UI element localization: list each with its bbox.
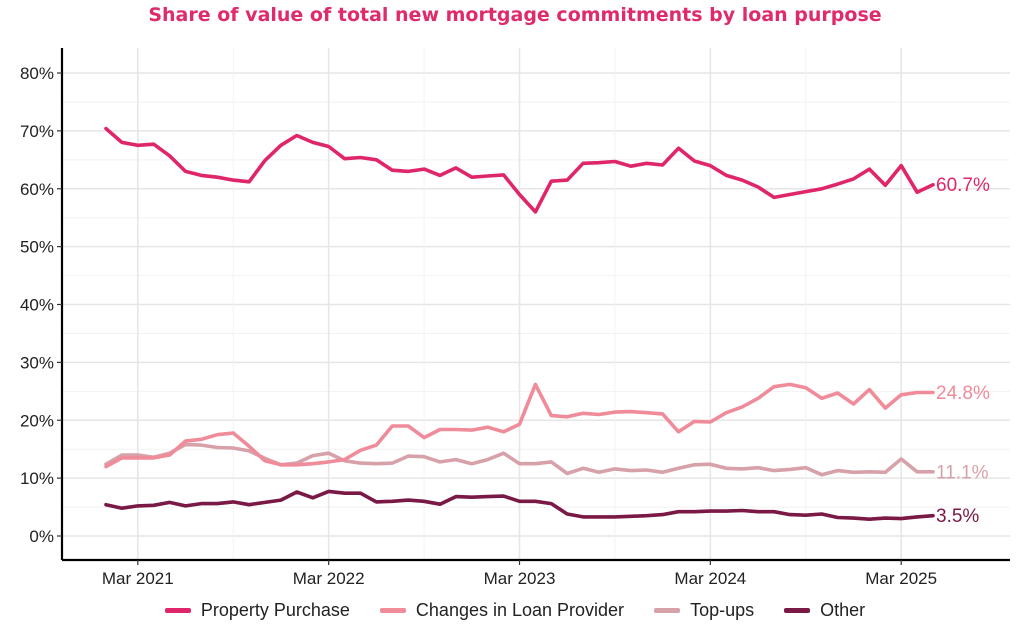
x-tick-label: Mar 2024	[674, 569, 746, 588]
y-tick-label: 0%	[29, 527, 54, 546]
y-tick-label: 10%	[20, 469, 54, 488]
legend-label: Property Purchase	[200, 600, 350, 620]
y-tick-label: 80%	[20, 64, 54, 83]
legend-label: Other	[820, 600, 866, 620]
chart-legend: Property Purchase Changes in Loan Provide…	[0, 600, 1030, 621]
legend-label: Top-ups	[690, 600, 755, 620]
legend-swatch	[784, 608, 811, 613]
end-label-property-purchase: 60.7%	[936, 175, 990, 196]
series-line-other	[104, 489, 935, 522]
end-label-other: 3.5%	[936, 506, 979, 527]
x-tick-label: Mar 2025	[865, 569, 937, 588]
legend-item-other: Other	[784, 600, 865, 621]
x-tick-label: Mar 2021	[102, 569, 174, 588]
chart-title: Share of value of total new mortgage com…	[148, 4, 882, 26]
y-tick-label: 50%	[20, 238, 54, 257]
y-tick-label: 20%	[20, 411, 54, 430]
end-label-changes-in-loan-provider: 24.8%	[936, 383, 990, 404]
legend-item-property-purchase: Property Purchase	[164, 600, 350, 621]
y-tick-label: 60%	[20, 180, 54, 199]
y-tick-label: 30%	[20, 353, 54, 372]
legend-swatch	[379, 608, 406, 613]
grid	[62, 48, 1010, 560]
series-line-top-ups	[104, 442, 935, 477]
legend-swatch	[654, 608, 681, 613]
legend-swatch	[164, 608, 191, 613]
series-line-changes-in-loan-provider	[104, 382, 935, 469]
legend-item-changes-in-loan-provider: Changes in Loan Provider	[379, 600, 625, 621]
y-tick-label: 40%	[20, 296, 54, 315]
legend-label: Changes in Loan Provider	[415, 600, 625, 620]
y-tick-label: 70%	[20, 122, 54, 141]
x-tick-label: Mar 2023	[484, 569, 556, 588]
x-tick-label: Mar 2022	[293, 569, 365, 588]
series-line-property-purchase	[104, 126, 935, 214]
legend-item-top-ups: Top-ups	[654, 600, 754, 621]
end-label-top-ups: 11.1%	[936, 462, 989, 483]
